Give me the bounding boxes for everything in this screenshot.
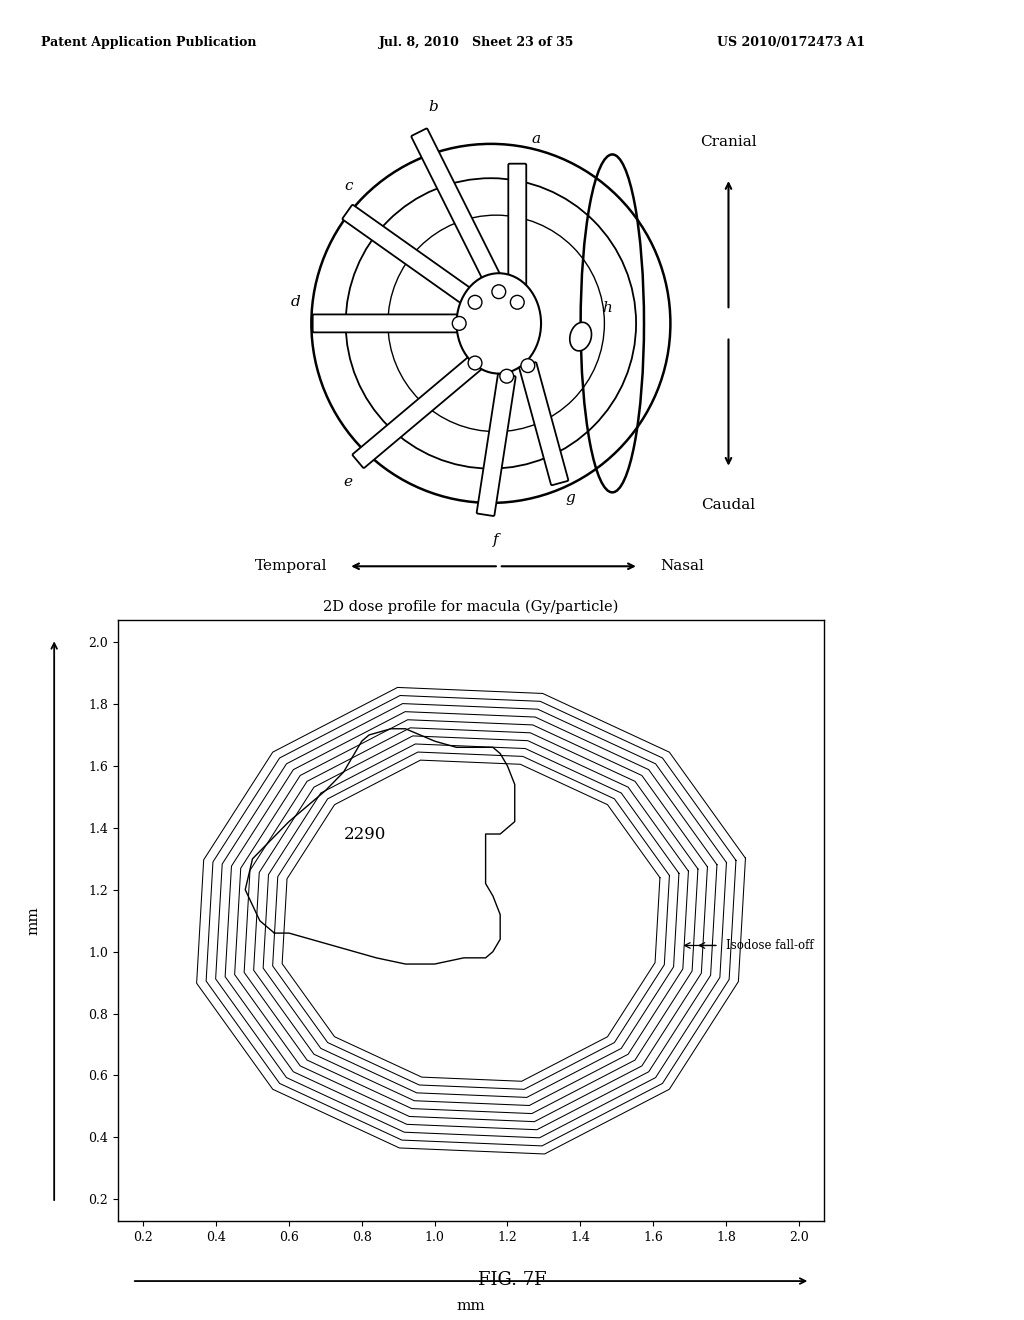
Circle shape [500,370,514,383]
Circle shape [468,296,482,309]
FancyBboxPatch shape [412,128,507,297]
Text: g: g [565,491,574,504]
FancyBboxPatch shape [519,362,568,486]
Text: a: a [531,132,541,145]
FancyBboxPatch shape [342,205,481,310]
Text: Caudal: Caudal [701,498,756,512]
FancyBboxPatch shape [477,374,516,516]
Text: Cranial: Cranial [700,135,757,149]
Text: f: f [494,533,499,546]
Text: Isodose fall-off: Isodose fall-off [726,939,814,952]
Text: US 2010/0172473 A1: US 2010/0172473 A1 [717,36,865,49]
Text: Nasal: Nasal [659,560,703,573]
Circle shape [468,356,482,370]
Text: c: c [344,180,352,193]
FancyBboxPatch shape [352,356,481,467]
FancyBboxPatch shape [312,314,461,333]
Ellipse shape [569,322,592,351]
FancyBboxPatch shape [508,164,526,304]
Circle shape [510,296,524,309]
Text: FIG. 7F: FIG. 7F [477,1271,547,1290]
Circle shape [521,359,535,372]
Text: mm: mm [457,1299,485,1313]
Circle shape [492,285,506,298]
Text: e: e [344,475,353,488]
Text: h: h [602,301,612,314]
Text: Temporal: Temporal [255,560,328,573]
Text: 2290: 2290 [344,825,386,842]
Text: d: d [291,296,300,309]
Text: mm: mm [26,907,40,935]
Title: 2D dose profile for macula (Gy/particle): 2D dose profile for macula (Gy/particle) [324,599,618,614]
Circle shape [453,317,466,330]
Text: b: b [428,100,437,114]
Ellipse shape [457,273,541,374]
Text: Patent Application Publication: Patent Application Publication [41,36,256,49]
Text: Jul. 8, 2010   Sheet 23 of 35: Jul. 8, 2010 Sheet 23 of 35 [379,36,574,49]
